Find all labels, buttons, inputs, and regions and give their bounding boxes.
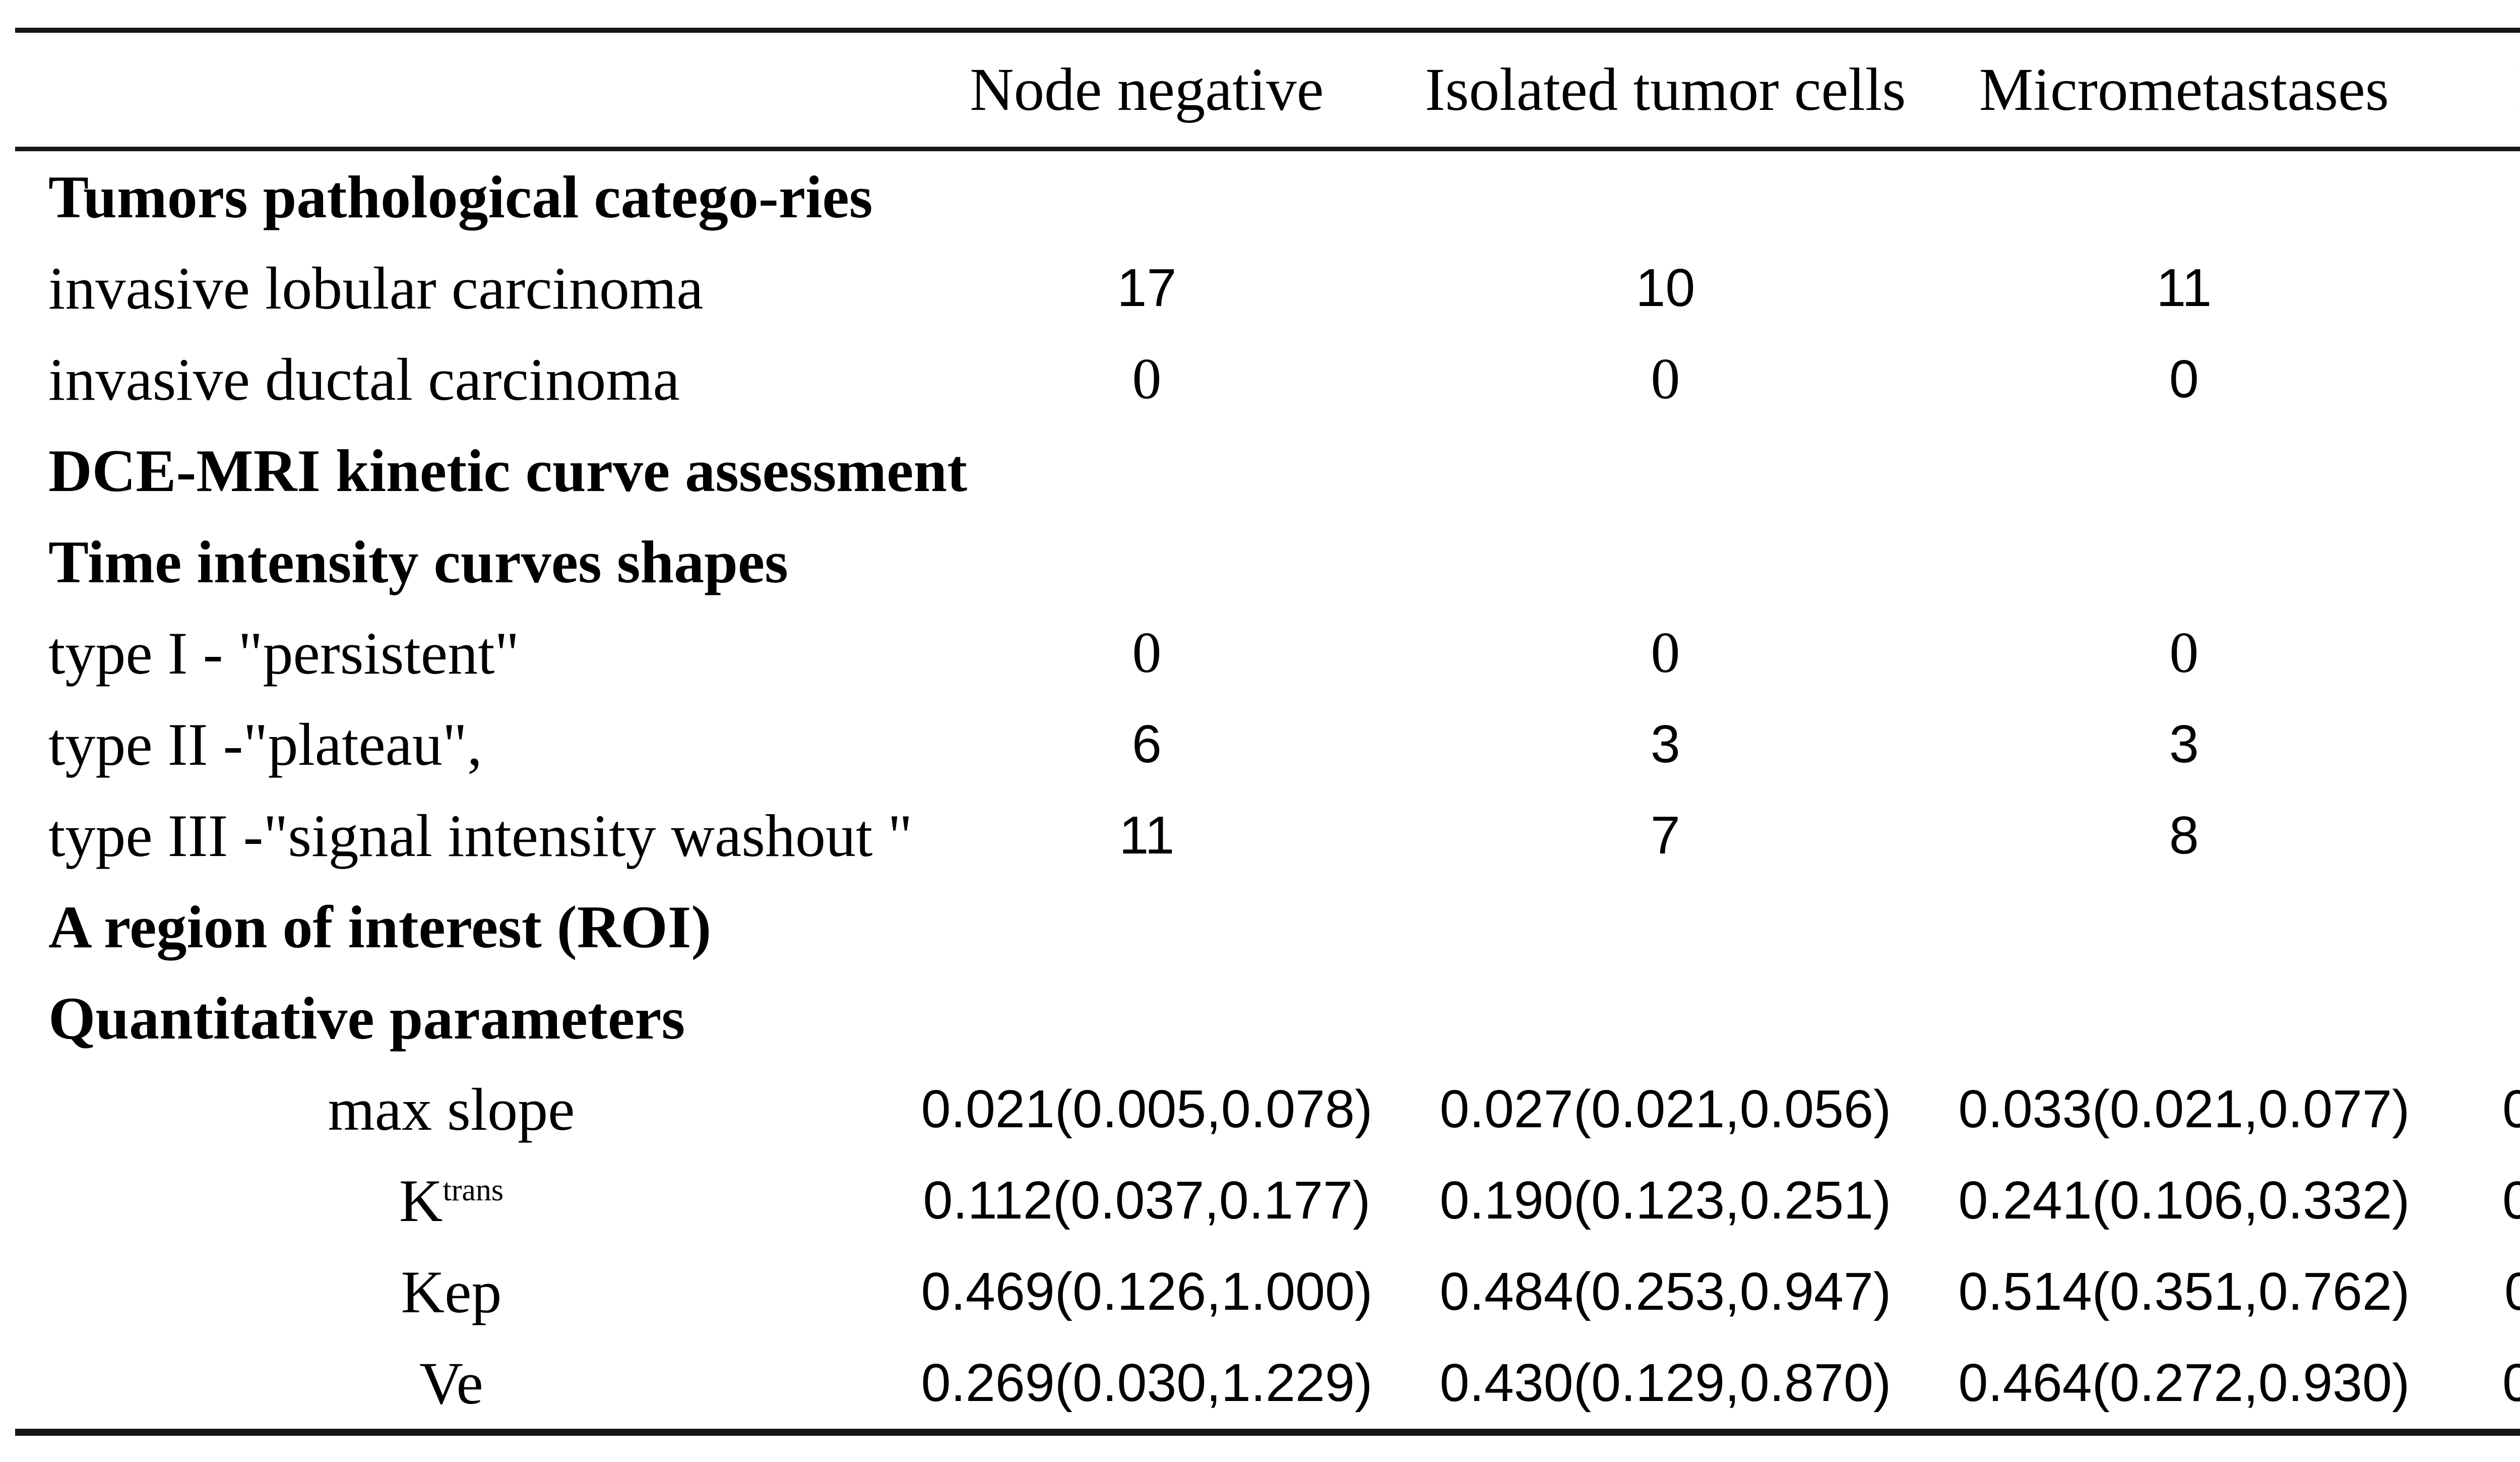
table-bottom-rule [15,1429,2520,1436]
row-label: invasive lobular carcinoma [48,254,704,322]
column-header-isolated-tumor-cells: Isolated tumor cells [1425,55,1906,124]
cell-value: 0.469(0.126,1.000) [921,1262,1373,1321]
cell-value: 0 [1651,621,1680,685]
cell-value: 0 [2443,620,2520,687]
cell-value: 0 [1132,621,1162,685]
column-header-micrometastases: Micrometastases [1979,55,2389,124]
section-row-dce-mri-kinetic-curve-assessment: DCE-MRI kinetic curve assessment [15,425,2520,516]
row-label: type I - "persistent" [48,619,520,687]
cell-value: 0.514(0.351,0.762) [1958,1262,2410,1321]
data-table: Tumors pathological catego-ries invasive… [15,151,2520,1429]
cell-value: 0.033(0.021,0.077) [1958,1079,2410,1139]
table-top-rule [15,28,2520,33]
section-row-region-of-interest: A region of interest (ROI) [15,881,2520,972]
table-header-row: Node negative Isolated tumor cells Micro… [15,33,2520,147]
row-label: max slope [328,1075,575,1143]
cell-value: 6 [1131,714,1162,774]
cell-value: 0.190(0.123,0.251) [1439,1171,1892,1230]
section-label: Tumors pathological catego-ries [48,163,873,230]
cell-value: 2 [2443,349,2520,410]
cell-value: 0.112(0.037,0.177) [923,1171,1371,1230]
header-separator-rule [15,147,2520,151]
row-label: Ve [419,1349,483,1417]
cell-value: 13 [2443,805,2520,866]
cell-value: 11 [2156,258,2212,318]
row-label: Ktrans [15,1166,888,1236]
section-row-pathological-categories: Tumors pathological catego-ries [15,151,2520,242]
cell-value: 0.460(0.132,2.728) [2502,1171,2520,1230]
row-label: Kep [401,1258,502,1325]
section-label: A region of interest (ROI) [48,893,712,960]
cell-value: 0.610(0.267,3.314) [2502,1353,2520,1413]
table-row-type-i-persistent: type I - "persistent" 0 0 0 0 [15,607,2520,699]
cell-value: 17 [1117,258,1177,318]
cell-value: 10 [1635,258,1695,318]
column-header-node-negative: Node negative [970,55,1324,124]
cell-value: 0 [2169,621,2199,685]
table-row-invasive-lobular-carcinoma: invasive lobular carcinoma 17 10 11 18 [15,242,2520,334]
table-row-ve: Ve 0.269(0.030,1.229) 0.430(0.129,0.870)… [15,1337,2520,1429]
cell-value: 0.484(0.253,0.947) [1439,1262,1892,1321]
column-header-macrometastases: Macrometastases [2443,55,2520,125]
section-label: Time intensity curves shapes [48,528,788,595]
section-label: Quantitative parameters [48,984,685,1052]
cell-value: 11 [1119,806,1175,865]
cell-value: 8 [2169,806,2199,865]
table-row-type-iii-signal-intensity-washout: type III -"signal intensity washout " 11… [15,790,2520,881]
cell-value: 3 [2169,714,2199,774]
cell-value: 0.269(0.030,1.229) [921,1353,1373,1413]
cell-value: 0.027(0.021,0.056) [1439,1079,1892,1139]
row-label: type III -"signal intensity washout " [48,802,913,869]
cell-value: 0.923(0.311,1.000) [2504,1262,2520,1321]
cell-value: 0.241(0.106,0.332) [1958,1171,2410,1230]
table-row-ktrans: Ktrans 0.112(0.037,0.177) 0.190(0.123,0.… [15,1155,2520,1246]
section-row-quantitative-parameters: Quantitative parameters [15,972,2520,1064]
cell-value: 0.046(0.018,0.375) [2502,1079,2520,1139]
table-row-type-ii-plateau: type II -"plateau", 6 3 3 7 [15,699,2520,790]
cell-value: 0 [1651,347,1680,411]
section-row-time-intensity-curves-shapes: Time intensity curves shapes [15,516,2520,607]
cell-value: 0 [2169,349,2199,409]
ktrans-superscript: trans [443,1173,504,1207]
cell-value: 3 [1650,714,1680,774]
cell-value: 0 [1132,347,1162,411]
row-label: invasive ductal carcinoma [48,345,680,413]
cell-value: 7 [1650,806,1680,865]
table-row-invasive-ductal-carcinoma: invasive ductal carcinoma 0 0 0 2 [15,334,2520,425]
table-row-kep: Kep 0.469(0.126,1.000) 0.484(0.253,0.947… [15,1246,2520,1337]
table-row-max-slope: max slope 0.021(0.005,0.078) 0.027(0.021… [15,1064,2520,1155]
cell-value: 0.430(0.129,0.870) [1439,1353,1892,1413]
cell-value: 18 [2443,258,2520,319]
ktrans-base: K [399,1167,443,1234]
section-label: DCE-MRI kinetic curve assessment [48,437,968,504]
row-label: type II -"plateau", [48,710,482,778]
cell-value: 7 [2443,714,2520,775]
cell-value: 0.021(0.005,0.078) [921,1079,1373,1139]
cell-value: 0.464(0.272,0.930) [1958,1353,2410,1413]
